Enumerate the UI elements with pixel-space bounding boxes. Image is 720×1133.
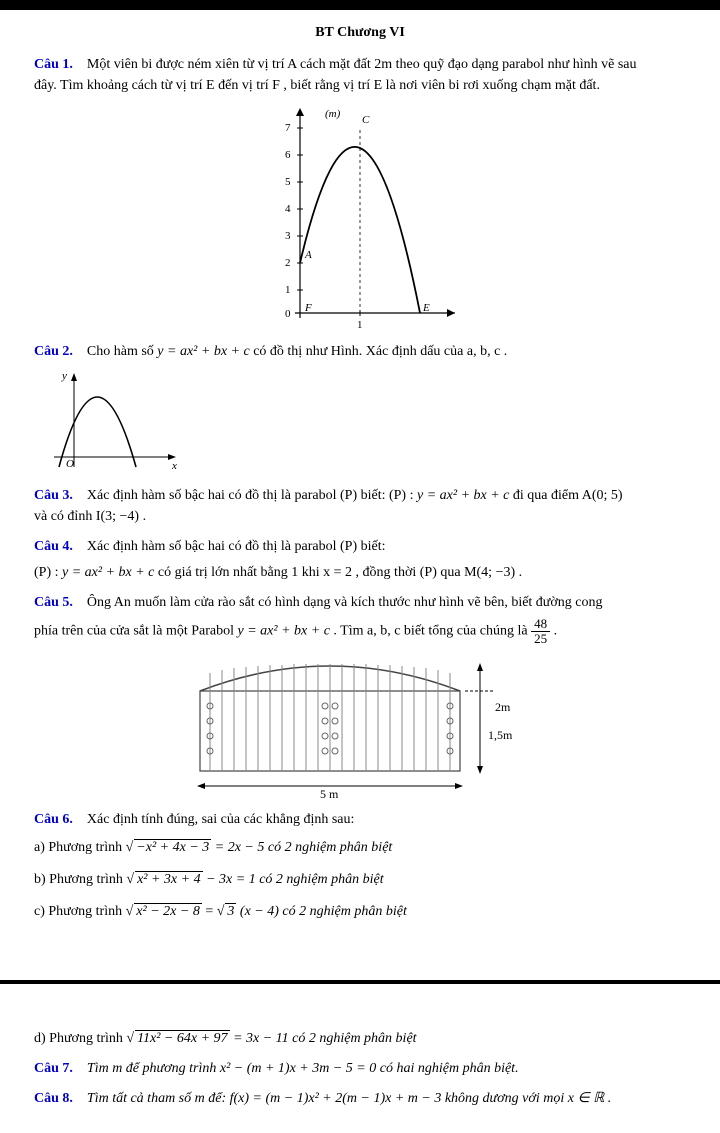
- q2-text-b: có đồ thị như Hình. Xác định dấu của a, …: [253, 344, 507, 359]
- q7-label: Câu 7.: [34, 1061, 73, 1076]
- svg-text:1,5m: 1,5m: [488, 728, 513, 742]
- q5-line2-a: phía trên của cửa sắt là một Parabol: [34, 624, 238, 639]
- q6-c-post: (x − 4) có 2 nghiệm phân biệt: [240, 904, 407, 919]
- page-content-2: d) Phương trình 11x² − 64x + 97 = 3x − 1…: [0, 1028, 720, 1133]
- q6-intro: Xác định tính đúng, sai của các khẳng đị…: [87, 812, 354, 827]
- q5-eq: y = ax² + bx + c: [238, 624, 330, 639]
- q5-fraction: 48 25: [531, 617, 550, 645]
- q6-a: a) Phương trình −x² + 4x − 3 = 2x − 5 có…: [34, 837, 686, 859]
- question-6: Câu 6. Xác định tính đúng, sai của các k…: [34, 809, 686, 831]
- figure-1-parabola: (m) 0 1 2 3 4 5 6 7 1 A C F E: [255, 103, 465, 333]
- q4-line2-a: (P) :: [34, 565, 62, 580]
- q7-text: Tìm m để phương trình x² − (m + 1)x + 3m…: [87, 1061, 519, 1076]
- question-3: Câu 3. Xác định hàm số bậc hai có đồ thị…: [34, 485, 686, 528]
- q6-a-post: = 2x − 5 có 2 nghiệm phân biệt: [215, 840, 393, 855]
- q4-eq: y = ax² + bx + c: [62, 565, 154, 580]
- fig1-ylabel: (m): [325, 108, 341, 120]
- figure-2-parabola: x y O: [44, 367, 184, 477]
- question-1: Câu 1. Một viên bi được ném xiên từ vị t…: [34, 54, 686, 97]
- q2-eq: y = ax² + bx + c: [157, 344, 249, 359]
- q5-line2-b: . Tìm a, b, c biết tổng của chúng là: [333, 624, 531, 639]
- svg-text:5 m: 5 m: [320, 787, 339, 801]
- page-separator: [0, 980, 720, 984]
- q2-label: Câu 2.: [34, 344, 73, 359]
- radical-icon: [126, 904, 134, 919]
- q6-a-pre: a) Phương trình: [34, 840, 126, 855]
- q5-frac-den: 25: [531, 632, 550, 646]
- q6-b-rad: x² + 3x + 4: [135, 871, 203, 887]
- q6-d: d) Phương trình 11x² − 64x + 97 = 3x − 1…: [34, 1028, 686, 1050]
- svg-text:F: F: [304, 302, 312, 314]
- q6-label: Câu 6.: [34, 812, 73, 827]
- svg-text:A: A: [304, 249, 312, 261]
- q4-label: Câu 4.: [34, 539, 73, 554]
- question-8: Câu 8. Tìm tất cả tham số m để: f(x) = (…: [34, 1088, 686, 1110]
- fig1-tick-0: 0: [285, 308, 291, 320]
- q3-text-a: Xác định hàm số bậc hai có đồ thị là par…: [87, 488, 417, 503]
- q6-d-rad: 11x² − 64x + 97: [135, 1030, 229, 1046]
- q4-line1: Xác định hàm số bậc hai có đồ thị là par…: [87, 539, 386, 554]
- q6-c: c) Phương trình x² − 2x − 8 = 3 (x − 4) …: [34, 901, 686, 923]
- q3-eq: y = ax² + bx + c: [417, 488, 509, 503]
- page-title: BT Chương VI: [34, 22, 686, 44]
- svg-text:2m: 2m: [495, 700, 511, 714]
- q4-line2-b: có giá trị lớn nhất bằng 1 khi x = 2 , đ…: [158, 565, 522, 580]
- q6-d-post: = 3x − 11 có 2 nghiệm phân biệt: [233, 1031, 417, 1046]
- svg-text:6: 6: [285, 149, 291, 161]
- q8-text: Tìm tất cả tham số m để: f(x) = (m − 1)x…: [87, 1091, 611, 1106]
- svg-text:2: 2: [285, 257, 291, 269]
- svg-text:C: C: [362, 114, 370, 126]
- svg-text:E: E: [422, 302, 430, 314]
- svg-text:7: 7: [285, 122, 291, 134]
- q1-text-line2: đây. Tìm khoảng cách từ vị trí E đến vị …: [34, 75, 686, 97]
- q1-label: Câu 1.: [34, 57, 73, 72]
- q6-d-pre: d) Phương trình: [34, 1031, 126, 1046]
- q3-text-b: đi qua điểm A(0; 5): [513, 488, 623, 503]
- radical-icon: [126, 840, 134, 855]
- question-7: Câu 7. Tìm m để phương trình x² − (m + 1…: [34, 1058, 686, 1080]
- svg-text:O: O: [66, 458, 74, 470]
- q6-c-pre: c) Phương trình: [34, 904, 126, 919]
- q6-c-rad: x² − 2x − 8: [134, 903, 202, 919]
- figure-1-wrap: (m) 0 1 2 3 4 5 6 7 1 A C F E: [34, 103, 686, 333]
- svg-text:4: 4: [285, 203, 291, 215]
- q5-frac-num: 48: [531, 617, 550, 632]
- svg-text:y: y: [61, 370, 67, 382]
- svg-text:3: 3: [285, 230, 291, 242]
- q6-a-rad: −x² + 4x − 3: [134, 839, 211, 855]
- q5-line1: Ông An muốn làm cửa rào sắt có hình dạng…: [87, 595, 603, 610]
- radical-icon: [126, 1031, 134, 1046]
- question-2: Câu 2. Cho hàm số y = ax² + bx + c có đồ…: [34, 341, 686, 363]
- q6-c-rad2: 3: [225, 903, 236, 919]
- q6-c-eq: =: [205, 904, 216, 919]
- svg-text:1: 1: [357, 319, 363, 331]
- top-black-bar: [0, 0, 720, 10]
- q5-line2-c: .: [554, 624, 558, 639]
- q3-label: Câu 3.: [34, 488, 73, 503]
- q6-b-mid: − 3x = 1 có 2 nghiệm phân biệt: [206, 872, 384, 887]
- page-content: BT Chương VI Câu 1. Một viên bi được ném…: [0, 10, 720, 946]
- radical-icon: [126, 872, 134, 887]
- q6-b-pre: b) Phương trình: [34, 872, 126, 887]
- svg-text:5: 5: [285, 176, 291, 188]
- figure-3-gate: 5 m 2m 1,5m: [170, 651, 550, 801]
- question-5: Câu 5. Ông An muốn làm cửa rào sắt có hì…: [34, 592, 686, 646]
- q2-text-a: Cho hàm số: [87, 344, 157, 359]
- q6-b: b) Phương trình x² + 3x + 4 − 3x = 1 có …: [34, 869, 686, 891]
- radical-icon: [217, 904, 225, 919]
- q3-line2: và có đỉnh I(3; −4) .: [34, 506, 686, 528]
- question-4: Câu 4. Xác định hàm số bậc hai có đồ thị…: [34, 536, 686, 583]
- q8-label: Câu 8.: [34, 1091, 73, 1106]
- figure-3-wrap: 5 m 2m 1,5m: [34, 651, 686, 801]
- svg-text:x: x: [171, 460, 177, 472]
- q5-label: Câu 5.: [34, 595, 73, 610]
- svg-text:1: 1: [285, 284, 291, 296]
- q1-text-line1: Một viên bi được ném xiên từ vị trí A cá…: [87, 57, 637, 72]
